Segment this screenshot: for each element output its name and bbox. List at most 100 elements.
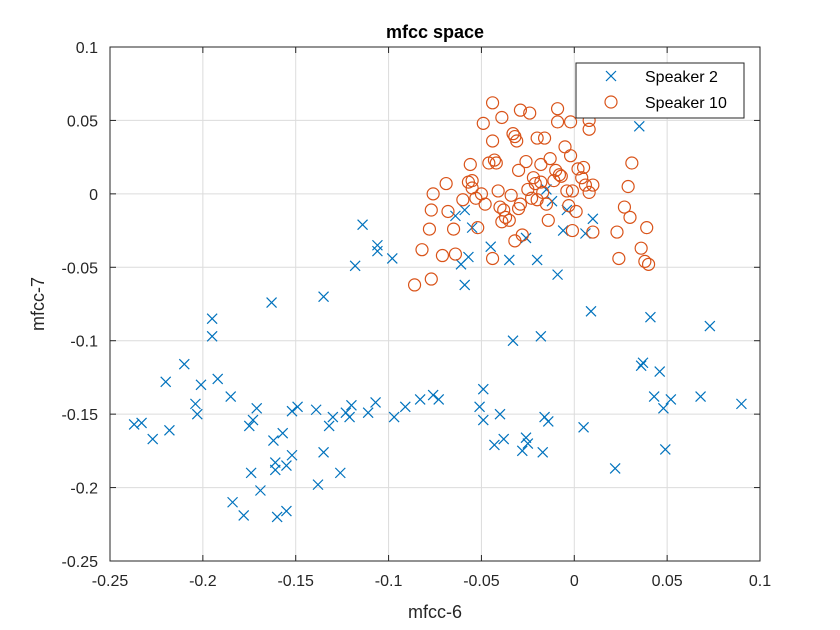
speaker-2-point	[537, 446, 549, 458]
speaker-10-point	[640, 221, 654, 235]
speaker-2-point	[286, 449, 298, 461]
speaker-10-point	[463, 157, 477, 172]
speaker-2-point	[516, 445, 528, 457]
speaker-2-point	[195, 379, 207, 391]
speaker-10-point	[550, 102, 565, 116]
speaker-10-point	[552, 168, 567, 182]
speaker-2-point	[414, 394, 426, 405]
speaker-2-point	[255, 485, 266, 496]
speaker-10-point	[485, 251, 500, 266]
speaker-10-point	[422, 222, 437, 236]
speaker-2-point	[268, 435, 279, 447]
x-tick-label: -0.1	[375, 573, 403, 590]
speaker-10-point	[407, 278, 422, 292]
speaker-2-point	[243, 420, 255, 432]
speaker-10-point	[560, 184, 574, 198]
speaker-2-point	[609, 463, 621, 474]
speaker-10-point	[424, 272, 438, 286]
speaker-2-point	[178, 358, 190, 370]
x-tick-label: -0.05	[463, 573, 500, 590]
speaker-2-point	[633, 120, 645, 132]
speaker-10-point	[582, 185, 596, 199]
x-tick-label: -0.15	[277, 573, 314, 590]
speaker-2-point	[160, 376, 172, 388]
speaker-10-point	[495, 110, 509, 125]
legend[interactable]: Speaker 2 Speaker 10	[575, 62, 745, 119]
speaker-2-point	[463, 251, 474, 263]
speaker-2-point	[225, 391, 237, 402]
speaker-10-point	[625, 156, 639, 170]
speaker-10-point	[456, 193, 470, 207]
speaker-2-point	[477, 383, 489, 395]
speaker-2-point	[370, 396, 381, 408]
speaker-10-point	[550, 115, 565, 129]
x-tick-label: -0.25	[92, 573, 129, 590]
speaker-2-point	[310, 404, 322, 416]
speaker-10-point	[582, 122, 596, 136]
speaker-2-point	[281, 460, 292, 471]
speaker-10-point	[586, 225, 600, 239]
speaker-2-point	[637, 357, 649, 369]
speaker-2-point	[190, 398, 201, 410]
speaker-2-point	[552, 269, 563, 281]
speaker-2-point	[736, 398, 747, 410]
speaker-2-point	[477, 414, 489, 426]
speaker-10-point	[563, 149, 578, 163]
y-tick-label: -0.2	[70, 481, 98, 498]
speaker-10-point	[426, 187, 440, 201]
speaker-2-point	[164, 424, 175, 436]
speaker-2-point	[507, 335, 519, 347]
speaker-10-point	[515, 228, 529, 242]
speaker-10-point	[497, 203, 511, 217]
speaker-2-point	[399, 401, 411, 413]
speaker-10-point	[543, 152, 557, 166]
speaker-2-point	[281, 505, 292, 517]
speaker-2-point	[266, 297, 277, 308]
speaker-2-point	[704, 320, 716, 332]
speaker-10-point	[621, 179, 635, 194]
speaker-10-point	[523, 106, 537, 120]
legend-label-speaker-2: Speaker 2	[645, 69, 718, 86]
speaker-2-point	[323, 420, 335, 432]
speaker-2-point	[212, 373, 224, 385]
speaker-2-point	[498, 433, 510, 445]
speaker-2-point	[494, 408, 506, 420]
chart-title: mfcc space	[386, 22, 484, 42]
speaker-10-point	[537, 131, 552, 145]
speaker-2-point	[587, 213, 599, 225]
speaker-10-point	[441, 204, 455, 219]
speaker-10-point	[489, 156, 503, 170]
speaker-10-point	[528, 176, 542, 191]
series-1	[407, 96, 656, 292]
legend-marker-speaker-10	[604, 95, 618, 109]
speaker-10-point	[623, 210, 637, 224]
speaker-10-point	[530, 131, 544, 145]
speaker-2-point	[578, 421, 589, 433]
legend-label-speaker-10: Speaker 10	[645, 95, 727, 112]
x-tick-label: 0	[570, 573, 579, 590]
speaker-10-point	[439, 176, 453, 191]
speaker-10-point	[513, 103, 528, 117]
legend-box	[575, 62, 745, 119]
speaker-10-point	[641, 257, 656, 271]
speaker-10-point	[565, 184, 580, 198]
speaker-10-point	[485, 96, 500, 110]
x-tick-label: -0.2	[189, 573, 217, 590]
speaker-2-point	[136, 417, 147, 429]
speaker-2-point	[658, 402, 669, 414]
speaker-10-point	[524, 191, 539, 205]
speaker-2-point	[147, 433, 159, 445]
speaker-2-point	[349, 260, 361, 272]
y-tick-label: -0.05	[62, 260, 99, 277]
speaker-2-point	[645, 311, 656, 323]
speaker-10-point	[610, 225, 624, 239]
speaker-10-point	[415, 243, 429, 257]
y-tick-label: 0.05	[67, 113, 98, 130]
speaker-2-point	[357, 219, 368, 231]
speaker-10-point	[571, 162, 585, 176]
speaker-10-point	[510, 134, 524, 148]
data-series	[128, 96, 747, 523]
speaker-10-point	[536, 185, 550, 199]
speaker-2-point	[251, 402, 263, 414]
speaker-2-point	[474, 401, 485, 413]
